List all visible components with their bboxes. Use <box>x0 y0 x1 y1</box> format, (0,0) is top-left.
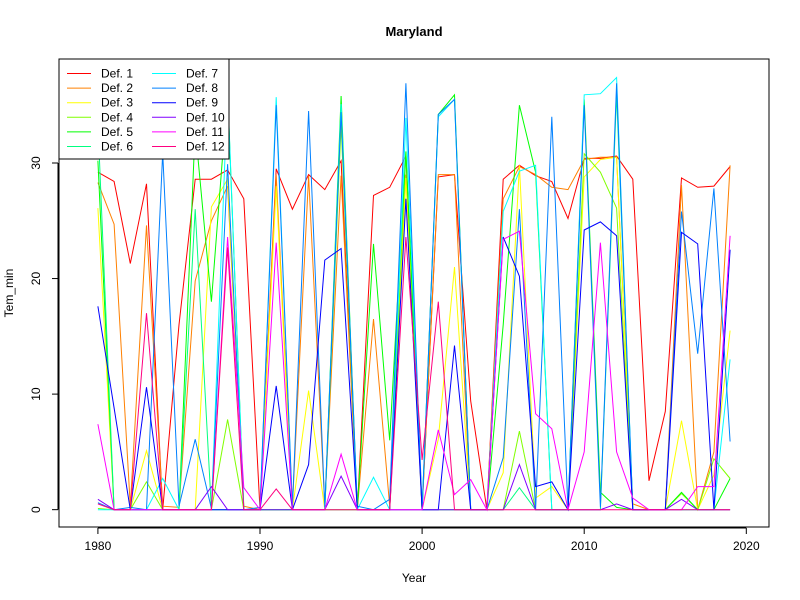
x-tick-label: 2010 <box>571 539 598 553</box>
legend-label: Def. 11 <box>186 125 224 139</box>
y-tick-label: 0 <box>29 506 43 513</box>
series-layer <box>97 76 731 512</box>
legend-label: Def. 7 <box>186 67 218 81</box>
series-line <box>97 91 731 511</box>
x-tick-label: 2020 <box>733 539 760 553</box>
y-tick-label: 30 <box>29 156 43 170</box>
legend-label: Def. 9 <box>186 96 218 110</box>
x-tick-label: 1980 <box>85 539 112 553</box>
legend-label: Def. 6 <box>101 140 133 154</box>
x-axis-label: Year <box>402 571 426 585</box>
series-line <box>97 463 731 511</box>
legend-box <box>58 58 230 160</box>
y-tick-label: 10 <box>29 387 43 401</box>
plot-frame <box>58 58 770 528</box>
y-axis: 0 10 20 30 <box>29 156 59 513</box>
legend-label: Def. 3 <box>101 96 133 110</box>
series-line <box>97 83 731 511</box>
x-tick-label: 2000 <box>409 539 436 553</box>
legend-label: Def. 5 <box>101 125 133 139</box>
y-axis-label: Tem_min <box>2 269 16 318</box>
legend-label: Def. 10 <box>186 110 225 124</box>
y-tick-label: 20 <box>29 272 43 286</box>
series-line <box>97 236 731 511</box>
legend-label: Def. 1 <box>101 67 133 81</box>
x-axis: 1980 1990 2000 2010 2020 <box>85 527 760 553</box>
legend-label: Def. 4 <box>101 110 133 124</box>
legend-label: Def. 12 <box>186 140 225 154</box>
chart-title: Maryland <box>385 24 442 39</box>
series-line <box>97 230 731 512</box>
legend-label: Def. 2 <box>101 81 133 95</box>
x-tick-label: 1990 <box>247 539 274 553</box>
legend-label: Def. 8 <box>186 81 218 95</box>
